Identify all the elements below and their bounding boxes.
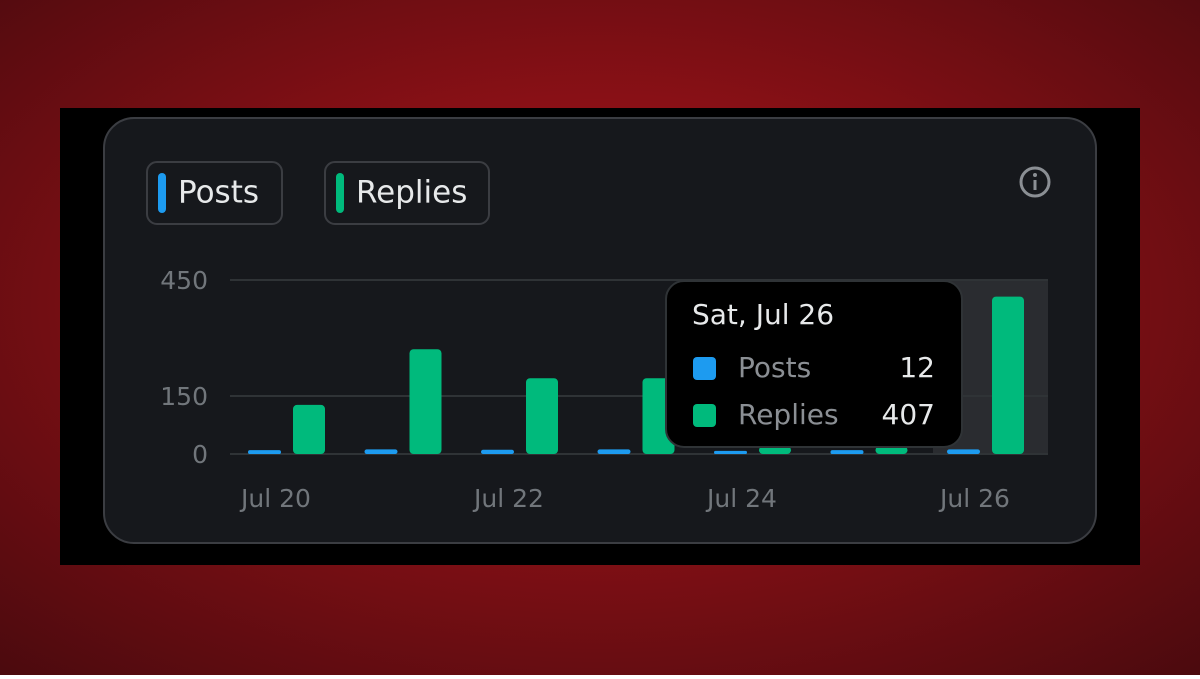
legend-posts[interactable]: Posts — [146, 161, 283, 225]
tooltip-value: 12 — [899, 351, 935, 384]
legend-label: Posts — [178, 175, 259, 211]
bar — [992, 296, 1024, 454]
tooltip-value: 407 — [882, 398, 935, 431]
legend-label: Replies — [356, 175, 467, 211]
bar — [364, 449, 398, 454]
tooltip-title: Sat, Jul 26 — [692, 298, 834, 331]
tooltip-swatch — [693, 357, 716, 380]
x-tick-label: Jul 26 — [938, 484, 1010, 513]
y-tick-label: 450 — [160, 266, 208, 295]
info-circle[interactable] — [1019, 166, 1051, 198]
tooltip-label: Replies — [738, 398, 839, 431]
chip[interactable] — [146, 161, 283, 225]
bar — [875, 446, 908, 454]
tooltip-swatch — [693, 404, 716, 427]
tooltip-box — [665, 280, 963, 448]
tooltip-label: Posts — [738, 351, 811, 384]
bar — [293, 404, 325, 454]
bar — [759, 446, 791, 454]
y-tick-label: 0 — [192, 440, 208, 469]
legend-swatch — [336, 173, 344, 213]
info-dot — [1033, 173, 1037, 177]
bar — [526, 378, 558, 454]
tooltip: Sat, Jul 26 Posts 12 Replies 407 — [665, 280, 963, 448]
x-tick-label: Jul 20 — [239, 484, 311, 513]
x-tick-label: Jul 24 — [705, 484, 777, 513]
bar — [714, 450, 747, 454]
bar — [830, 450, 864, 454]
info-icon[interactable] — [1019, 166, 1051, 198]
bar — [409, 349, 442, 454]
bar — [481, 449, 514, 454]
legend-replies[interactable]: Replies — [324, 161, 490, 225]
bar — [248, 450, 281, 454]
bar — [597, 449, 631, 454]
chip[interactable] — [324, 161, 490, 225]
plot: 0 150 450 Jul 20 Jul 22 Jul 24 Jul 26 — [160, 266, 1048, 513]
legend-swatch — [158, 173, 166, 213]
y-tick-label: 150 — [160, 382, 208, 411]
bar — [947, 449, 980, 454]
x-tick-label: Jul 22 — [472, 484, 544, 513]
